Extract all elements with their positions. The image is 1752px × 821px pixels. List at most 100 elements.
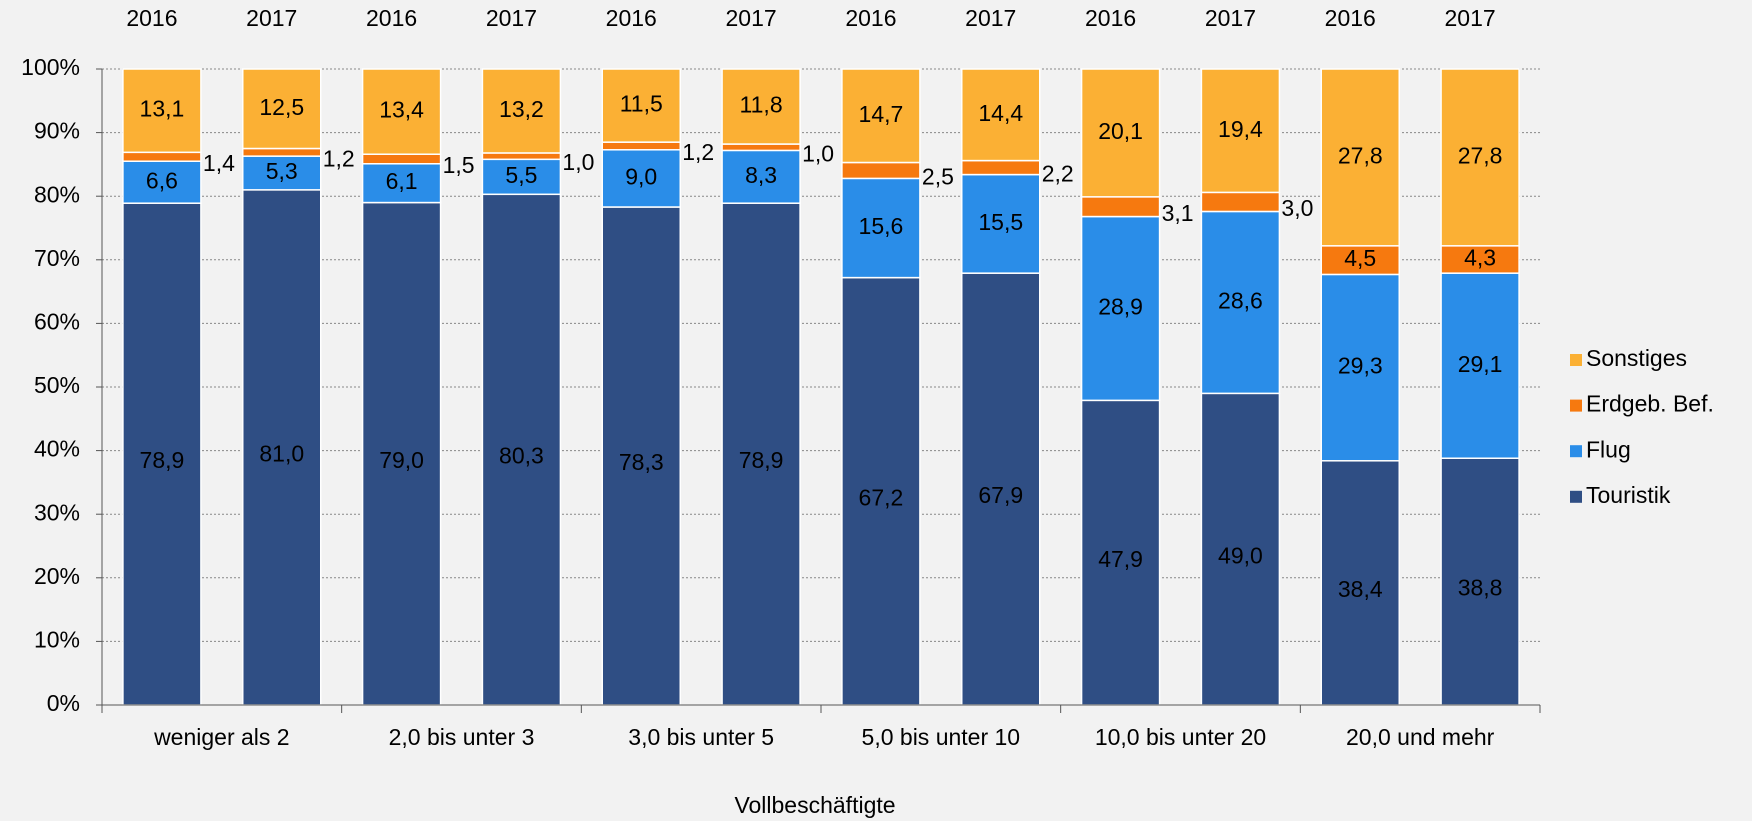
bar-segment (961, 173, 1041, 274)
bar-segment (1200, 68, 1281, 194)
data-label: 4,3 (1464, 245, 1496, 271)
data-label: 2,2 (1042, 161, 1074, 187)
x-year-label: 2017 (246, 5, 297, 31)
bar-segment (961, 159, 1041, 176)
data-label: 78,3 (619, 449, 664, 475)
data-label: 14,7 (859, 101, 904, 127)
x-year-label: 2016 (366, 5, 417, 31)
x-year-label: 2017 (1444, 5, 1495, 31)
legend-label: Touristik (1586, 482, 1671, 508)
bar-segment (961, 68, 1041, 162)
x-group-label: 3,0 bis unter 5 (628, 724, 774, 750)
bar-segment (122, 202, 202, 706)
legend-swatch (1570, 399, 1582, 412)
data-label: 11,5 (620, 91, 663, 117)
data-label: 12,5 (259, 94, 304, 120)
bar-segment (1080, 215, 1161, 402)
data-label: 80,3 (499, 443, 544, 469)
y-tick-label: 0% (47, 690, 80, 716)
bar-segment (481, 158, 562, 196)
data-label: 27,8 (1458, 142, 1503, 168)
x-year-label: 2016 (845, 5, 896, 31)
bar-segment (1440, 245, 1520, 274)
data-label: 8,3 (745, 162, 777, 188)
bar-segment (242, 155, 322, 191)
bar-segment (1440, 68, 1520, 247)
bar-segment (841, 68, 921, 164)
bar-segment (721, 68, 801, 145)
data-label: 67,9 (978, 482, 1023, 508)
bar-segment (361, 153, 442, 165)
data-label: 79,0 (379, 447, 424, 473)
x-group-label: 5,0 bis unter 10 (862, 724, 1021, 750)
bar-segment (1080, 399, 1161, 706)
data-label: 6,1 (386, 168, 418, 194)
data-label: 13,4 (379, 97, 424, 123)
bar-segment (1320, 68, 1400, 247)
data-label: 13,1 (140, 96, 185, 122)
data-label: 28,9 (1098, 294, 1143, 320)
legend-swatch (1570, 490, 1582, 503)
x-group-label: weniger als 2 (153, 724, 290, 750)
bar-segment (1200, 191, 1281, 213)
data-label: 19,4 (1218, 116, 1263, 142)
legend-label: Erdgeb. Bef. (1586, 391, 1714, 417)
legend-swatch (1570, 354, 1582, 366)
bar-segment (961, 272, 1041, 706)
data-label: 4,5 (1344, 245, 1376, 271)
bar-segment (601, 68, 681, 143)
y-tick-label: 10% (34, 626, 80, 652)
x-year-label: 2016 (126, 5, 177, 31)
data-label: 5,3 (266, 158, 298, 184)
bar-segment (481, 152, 562, 161)
data-label: 3,1 (1162, 200, 1194, 226)
x-axis-title: Vollbeschäftigte (734, 792, 895, 818)
legend-label: Flug (1586, 436, 1631, 462)
x-year-label: 2016 (1085, 5, 1136, 31)
bar-segment (841, 161, 921, 180)
data-label: 3,0 (1281, 195, 1313, 221)
data-label: 49,0 (1218, 542, 1263, 568)
data-label: 27,8 (1338, 142, 1383, 168)
data-label: 15,6 (859, 213, 904, 239)
x-year-label: 2016 (1325, 5, 1376, 31)
bar-segment (1200, 210, 1281, 395)
bar-segment (601, 141, 681, 151)
data-label: 14,4 (978, 100, 1023, 126)
x-year-label: 2017 (1205, 5, 1256, 31)
data-label: 11,8 (740, 92, 783, 118)
x-year-label: 2016 (606, 5, 657, 31)
data-label: 6,6 (146, 167, 178, 193)
data-label: 1,5 (443, 152, 475, 178)
y-tick-label: 100% (21, 54, 80, 80)
data-label: 1,0 (562, 149, 594, 175)
data-label: 13,2 (499, 96, 544, 122)
data-label: 15,5 (978, 209, 1023, 235)
legend-swatch (1570, 445, 1582, 458)
data-label: 1,2 (682, 139, 714, 165)
data-label: 1,0 (802, 140, 834, 166)
data-label: 2,5 (922, 164, 954, 190)
data-label: 29,3 (1338, 353, 1383, 379)
bar-segment (1320, 273, 1400, 462)
y-tick-label: 60% (34, 308, 80, 334)
x-group-label: 10,0 bis unter 20 (1095, 724, 1266, 750)
bar-segment (481, 68, 562, 154)
data-label: 47,9 (1098, 546, 1143, 572)
data-label: 67,2 (859, 484, 904, 510)
y-tick-label: 90% (34, 118, 80, 144)
y-tick-label: 30% (34, 499, 80, 525)
legend-label: Sonstiges (1586, 345, 1687, 371)
y-tick-label: 40% (34, 436, 80, 462)
data-label: 20,1 (1098, 118, 1143, 144)
bar-segment (841, 276, 921, 706)
x-group-label: 2,0 bis unter 3 (389, 724, 535, 750)
x-year-label: 2017 (725, 5, 776, 31)
bar-segment (1200, 392, 1281, 706)
data-label: 28,6 (1218, 287, 1263, 313)
data-label: 78,9 (140, 447, 185, 473)
bar-segment (122, 68, 202, 154)
y-tick-label: 50% (34, 372, 80, 398)
data-label: 9,0 (625, 163, 657, 189)
